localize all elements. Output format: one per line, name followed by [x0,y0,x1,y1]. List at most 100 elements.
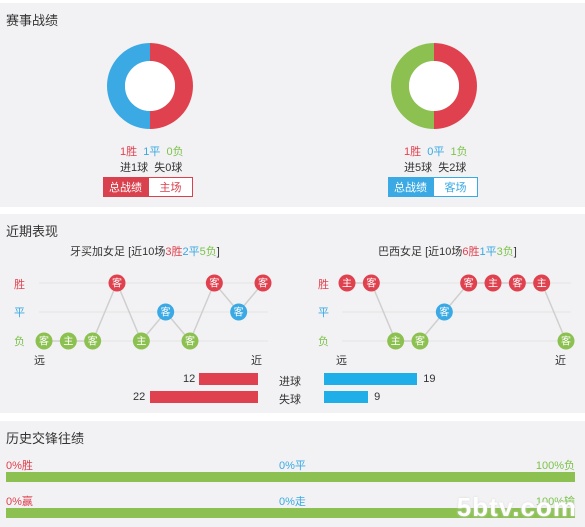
right-recent-title: 巴西女足 [近10场6胜1平3负] [378,243,517,259]
right-label-win: 胜 [318,279,329,291]
recent-panel: 近期表现 牙买加女足 [近10场3胜2平5负] 巴西女足 [近10场6胜1平3负… [0,214,585,413]
record-panel: 赛事战绩 1胜 1平 0负 进1球 失0球 总战绩 主场 1胜 0平 1负 进5… [0,3,585,207]
record-section-title: 赛事战绩 [6,13,59,28]
left-recent-losses: 5负 [199,246,217,258]
left-recent-form-point-8 [230,303,248,321]
left-summary-win: 1胜 [120,146,138,158]
left-recent-form-point-7 [205,274,223,292]
left-record-hole [125,61,175,111]
left-recent-form-point-0 [35,332,53,350]
left-recent-form-venue-4: 主 [136,336,146,348]
record-donuts [107,43,477,129]
left-goals-conceded-bar [150,391,258,403]
left-goals-conceded-value: 22 [133,391,146,403]
right-summary-win: 1胜 [404,146,422,158]
left-recent-form-venue-2: 客 [88,335,98,348]
left-record-donut [107,43,193,129]
left-recent-form-venue-3: 客 [112,277,122,290]
right-recent-form-venue-7: 客 [512,277,522,290]
right-recent-draws: 1平 [479,246,497,258]
left-recent-form-point-6 [181,332,199,350]
recent-section-title: 近期表现 [6,224,59,239]
right-recent-form-point-8 [533,274,551,292]
right-recent-form-point-9 [557,332,575,350]
h2h-row2-bar [6,508,575,518]
watermark-logo: 5btv.com [456,492,577,522]
right-label-loss: 负 [318,336,329,348]
right-recent-form-venue-4: 客 [439,306,449,319]
right-recent-form-venue-5: 客 [464,277,474,290]
right-recent-losses: 3负 [496,246,514,258]
right-recent-name: 巴西女足 [378,246,422,258]
left-recent-form-venue-6: 客 [185,335,195,348]
right-axis-far: 远 [336,355,347,367]
h2h-row1-right: 100%负 [535,460,575,472]
right-goals-line: 进5球 失2球 [404,159,466,175]
left-recent-suffix: ] [216,246,220,258]
right-recent-suffix: ] [513,246,517,258]
right-recent-form-point-0 [338,274,356,292]
right-record-hole [409,61,459,111]
h2h-row2-right: 100%输 [535,496,575,508]
left-recent-form-point-3 [108,274,126,292]
right-summary-loss: 1负 [450,146,468,158]
left-record-slice-0 [149,43,193,129]
left-goals-against: 失0球 [154,162,183,174]
recent-form-charts: 客主客客主客客客客客 主客主 客客客主客主客 [35,274,575,350]
left-recent-form-venue-7: 客 [209,277,219,290]
left-recent-form-line [44,281,264,343]
right-recent-form-venue-0: 主 [342,278,352,290]
right-recent-prefix: [近10场 [425,246,463,258]
goals-conceded-label: 失球 [279,394,301,406]
left-form-chart: 客主客客主客客客客客 [35,274,272,350]
right-label-draw: 平 [318,307,329,319]
right-form-chart: 主客主 客客客主客主客 [338,274,575,350]
right-recent-form-point-1 [362,274,380,292]
left-recent-prefix: [近10场 [128,246,166,258]
right-goals-against: 失2球 [438,162,467,174]
left-goals-for: 进1球 [120,162,149,174]
right-recent-form-point-6 [484,274,502,292]
right-record-slice-2 [391,43,435,129]
right-recent-form-venue-9: 客 [561,335,571,348]
right-recent-form-venue-6: 主 [488,278,498,290]
right-axis-near: 近 [555,355,566,367]
right-recent-form-venue-8: 主 [537,278,547,290]
left-recent-form-venue-1: 主 [63,336,73,348]
left-recent-name: 牙买加女足 [70,246,125,258]
right-recent-form-point-7 [508,274,526,292]
left-summary-draw: 1平 [143,146,161,158]
left-recent-form-point-9 [254,274,272,292]
left-recent-form-point-2 [84,332,102,350]
left-recent-form-venue-0: 客 [39,335,49,348]
right-recent-form-point-2 [387,332,405,350]
left-label-draw: 平 [14,307,25,319]
right-recent-form-point-4 [435,303,453,321]
left-recent-draws: 2平 [182,246,200,258]
right-goals-conceded-bar [324,391,369,403]
left-recent-form-point-4 [132,332,150,350]
h2h-row1-left: 0%胜 [6,460,33,472]
left-recent-title: 牙买加女足 [近10场3胜2平5负] [70,243,220,259]
left-tab-home[interactable]: 主场 [148,177,193,197]
left-summary-loss: 0负 [166,146,184,158]
right-goals-conceded-value: 9 [374,391,381,403]
left-goals-line: 进1球 失0球 [120,159,182,175]
left-goals-scored-bar [199,373,258,385]
right-tab-away[interactable]: 客场 [433,177,478,197]
h2h-panel: 历史交锋往绩 0%胜 0%平 100%负 0%赢 0%走 100%输 5btv.… [0,421,585,527]
right-goals-scored-bar [324,373,418,385]
h2h-section-title: 历史交锋往绩 [6,431,85,446]
left-record-slice-1 [107,43,151,129]
right-recent-form-line [347,282,567,342]
right-recent-wins: 6胜 [462,246,480,258]
left-recent-wins: 3胜 [165,246,183,258]
left-recent-form-venue-5: 客 [161,306,171,319]
left-recent-form-venue-9: 客 [258,277,268,290]
right-recent-form-venue-3: 客 [415,335,425,348]
right-record-slice-0 [433,43,477,129]
left-tab-overall[interactable]: 总战绩 [103,177,148,197]
left-summary-line: 1胜 1平 0负 [120,143,184,159]
right-tab-overall[interactable]: 总战绩 [388,177,433,197]
right-goals-for: 进5球 [404,162,433,174]
